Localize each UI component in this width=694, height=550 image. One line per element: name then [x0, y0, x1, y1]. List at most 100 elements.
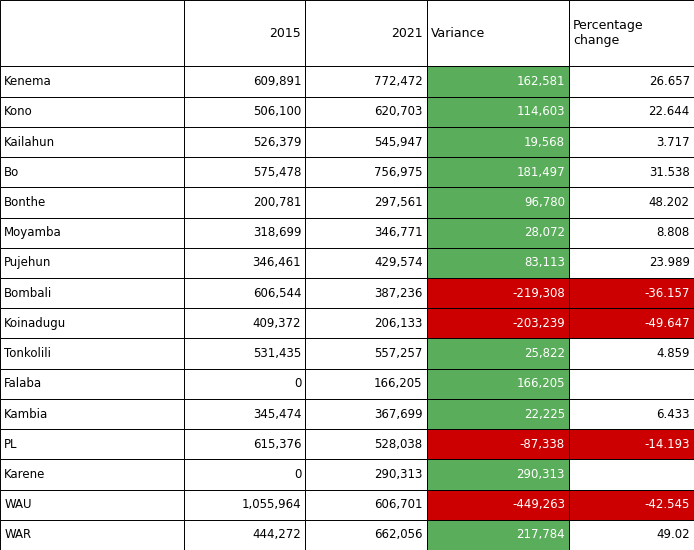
Bar: [0, 248, 184, 278]
Bar: [184, 338, 305, 368]
Bar: [305, 0, 427, 67]
Text: 290,313: 290,313: [374, 468, 423, 481]
Text: -219,308: -219,308: [512, 287, 565, 300]
Text: 217,784: 217,784: [516, 529, 565, 541]
Bar: [427, 278, 569, 308]
Text: -449,263: -449,263: [512, 498, 565, 511]
Bar: [427, 67, 569, 97]
Text: Koinadugu: Koinadugu: [4, 317, 67, 330]
Text: Kenema: Kenema: [4, 75, 52, 88]
Bar: [427, 520, 569, 550]
Bar: [0, 338, 184, 368]
Bar: [427, 248, 569, 278]
Bar: [305, 459, 427, 490]
Bar: [184, 520, 305, 550]
Bar: [305, 127, 427, 157]
Bar: [427, 127, 569, 157]
Text: 387,236: 387,236: [374, 287, 423, 300]
Bar: [0, 368, 184, 399]
Bar: [427, 429, 569, 459]
Bar: [0, 218, 184, 248]
Text: WAR: WAR: [4, 529, 31, 541]
Bar: [305, 218, 427, 248]
Bar: [184, 368, 305, 399]
Bar: [0, 67, 184, 97]
Bar: [569, 459, 694, 490]
Text: 25,822: 25,822: [524, 347, 565, 360]
Text: 22.644: 22.644: [649, 105, 690, 118]
Text: Tonkolili: Tonkolili: [4, 347, 51, 360]
Bar: [0, 157, 184, 188]
Bar: [305, 368, 427, 399]
Text: 48.202: 48.202: [649, 196, 690, 209]
Bar: [184, 218, 305, 248]
Text: 297,561: 297,561: [374, 196, 423, 209]
Bar: [569, 67, 694, 97]
Bar: [305, 520, 427, 550]
Text: -49.647: -49.647: [644, 317, 690, 330]
Bar: [184, 490, 305, 520]
Bar: [569, 338, 694, 368]
Text: 444,272: 444,272: [253, 529, 301, 541]
Text: 0: 0: [294, 377, 301, 390]
Bar: [305, 399, 427, 429]
Text: 606,701: 606,701: [374, 498, 423, 511]
Text: Pujehun: Pujehun: [4, 256, 51, 270]
Text: -36.157: -36.157: [645, 287, 690, 300]
Text: Falaba: Falaba: [4, 377, 42, 390]
Bar: [0, 429, 184, 459]
Bar: [569, 157, 694, 188]
Text: 575,478: 575,478: [253, 166, 301, 179]
Bar: [427, 0, 569, 67]
Bar: [305, 490, 427, 520]
Text: 367,699: 367,699: [374, 408, 423, 421]
Text: 200,781: 200,781: [253, 196, 301, 209]
Bar: [427, 368, 569, 399]
Bar: [184, 308, 305, 338]
Bar: [427, 188, 569, 218]
Bar: [569, 218, 694, 248]
Text: 206,133: 206,133: [374, 317, 423, 330]
Text: 318,699: 318,699: [253, 226, 301, 239]
Text: 83,113: 83,113: [524, 256, 565, 270]
Text: 756,975: 756,975: [374, 166, 423, 179]
Text: Karene: Karene: [4, 468, 46, 481]
Text: Variance: Variance: [431, 27, 485, 40]
Text: 181,497: 181,497: [516, 166, 565, 179]
Bar: [184, 157, 305, 188]
Bar: [184, 248, 305, 278]
Text: 0: 0: [294, 468, 301, 481]
Bar: [569, 0, 694, 67]
Text: 429,574: 429,574: [374, 256, 423, 270]
Text: 506,100: 506,100: [253, 105, 301, 118]
Text: -87,338: -87,338: [520, 438, 565, 451]
Text: WAU: WAU: [4, 498, 32, 511]
Bar: [569, 248, 694, 278]
Bar: [0, 308, 184, 338]
Bar: [427, 490, 569, 520]
Text: -42.545: -42.545: [645, 498, 690, 511]
Bar: [427, 97, 569, 127]
Text: 49.02: 49.02: [657, 529, 690, 541]
Text: Percentage
change: Percentage change: [573, 19, 644, 47]
Text: 346,771: 346,771: [374, 226, 423, 239]
Bar: [427, 157, 569, 188]
Text: 162,581: 162,581: [516, 75, 565, 88]
Bar: [0, 520, 184, 550]
Bar: [427, 218, 569, 248]
Bar: [184, 399, 305, 429]
Text: PL: PL: [4, 438, 17, 451]
Bar: [427, 308, 569, 338]
Text: 166,205: 166,205: [374, 377, 423, 390]
Text: 531,435: 531,435: [253, 347, 301, 360]
Text: 609,891: 609,891: [253, 75, 301, 88]
Bar: [184, 67, 305, 97]
Text: 526,379: 526,379: [253, 135, 301, 149]
Bar: [305, 248, 427, 278]
Bar: [569, 429, 694, 459]
Bar: [0, 459, 184, 490]
Text: 346,461: 346,461: [253, 256, 301, 270]
Text: -14.193: -14.193: [644, 438, 690, 451]
Bar: [305, 308, 427, 338]
Text: Moyamba: Moyamba: [4, 226, 62, 239]
